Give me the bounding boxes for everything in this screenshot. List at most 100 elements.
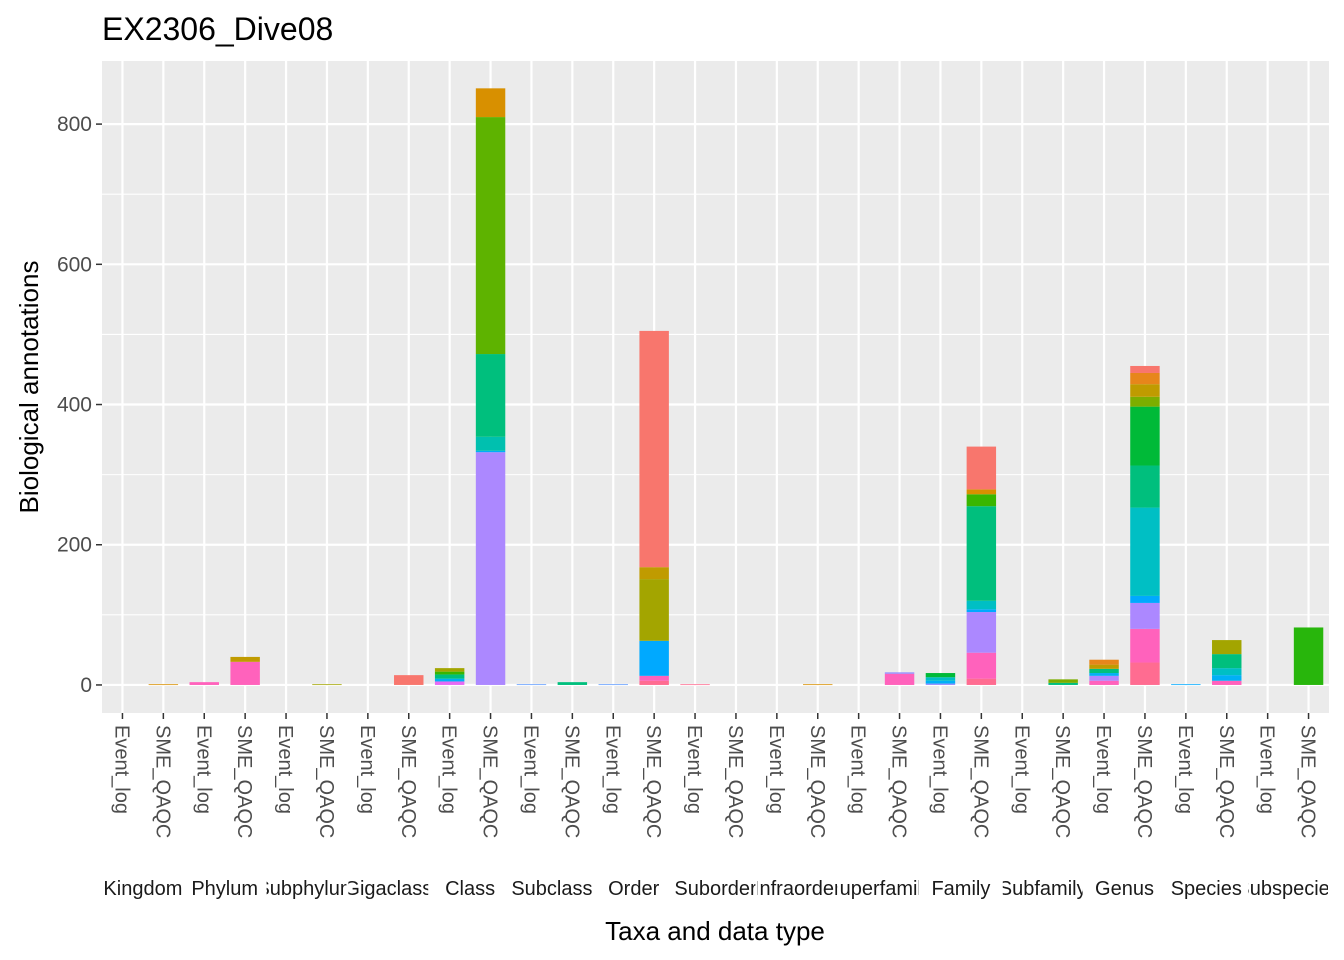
bar-segment [966,600,997,610]
x-tick-label: SME_QAQC [1215,725,1237,838]
bar-segment [884,672,915,674]
bar-segment [680,684,710,686]
bar-segment [1130,507,1160,596]
bar-segment [434,668,465,672]
bar-stack [230,656,260,685]
bar-segment [966,609,997,613]
bar-segment [475,117,506,355]
bar-stack [680,684,710,686]
x-tick-label: Event_log [928,725,950,814]
x-tick-label: SME_QAQC [888,725,910,838]
chart-title: EX2306_Dive08 [102,11,333,47]
bar-segment [925,677,956,681]
y-tick-label: 800 [57,113,92,136]
bar-segment [1130,602,1160,629]
bar-segment [1130,628,1160,663]
x-tick-label: SME_QAQC [397,725,419,838]
x-tick-label: Event_log [356,725,378,814]
bar-segment [1212,675,1242,681]
bar-stack [925,673,956,685]
x-tick-label: Event_log [1010,725,1032,814]
x-tick-label: Event_log [274,725,296,814]
x-tick-label: Event_log [601,725,623,814]
bar-segment [475,88,506,118]
bar-segment [516,684,547,686]
bar-segment [1089,673,1119,676]
taxa-group-label: Phylum [191,878,258,900]
bar-segment [475,450,506,453]
bar-segment [1048,679,1078,683]
taxa-group-label: Subphylum [256,878,356,900]
bar-segment [966,612,997,653]
bar-segment [803,684,833,686]
bar-segment [639,640,669,676]
bar-segment [639,675,669,681]
bar-segment [884,673,915,685]
taxa-group-label: Subclass [511,878,592,900]
bar-stack [1048,679,1078,685]
bar-segment [1130,372,1160,385]
x-tick-label: SME_QAQC [1297,725,1319,838]
bar-segment [230,656,260,662]
bar-segment [189,682,219,685]
bar-segment [1130,595,1160,603]
taxa-group-label: Order [608,878,659,900]
bar-stack [475,88,506,685]
bar-segment [925,680,956,684]
x-tick-label: SME_QAQC [1051,725,1073,838]
x-tick-label: SME_QAQC [724,725,746,838]
bar-segment [475,354,506,437]
bar-segment [925,683,956,685]
bar-stack [1212,640,1242,685]
y-axis-title: Biological annotations [14,261,44,514]
bar-segment [966,652,997,679]
bar-stack [148,684,179,686]
bar-segment [1089,664,1119,669]
x-axis: Event_log SME_QAQC Event_log SME_QAQC Event_… [110,713,1319,838]
bar-segment [639,330,669,568]
bar-segment [434,681,465,685]
x-tick-label: SME_QAQC [806,725,828,838]
x-tick-label: Event_log [765,725,787,814]
bar-segment [598,684,628,686]
bar-segment [1212,640,1242,655]
bar-stack [434,668,465,685]
bar-segment [230,661,260,685]
taxa-group-label: Superfamily [826,878,932,900]
taxa-group-label: Genus [1095,878,1154,900]
bar-segment [1130,365,1160,373]
bar-segment [1130,406,1160,466]
bar-stack [557,682,588,685]
bar-stack [1293,627,1324,685]
bar-segment [312,684,342,686]
bar-segment [1293,627,1324,685]
bar-stack [966,446,997,685]
bar-segment [1130,662,1160,685]
bar-segment [1089,680,1119,685]
y-tick-label: 600 [57,253,92,276]
x-tick-label: SME_QAQC [969,725,991,838]
bar-segment [434,678,465,682]
x-tick-label: SME_QAQC [560,725,582,838]
bar-segment [639,680,669,685]
bar-segment [1130,384,1160,397]
taxa-group-label: Kingdom [103,878,182,900]
bar-segment [1048,682,1078,685]
bar-segment [1212,654,1242,669]
taxa-group-label: Subspecies [1236,878,1339,900]
x-tick-label: Event_log [192,725,214,814]
bar-segment [639,567,669,580]
plot-panel [102,61,1329,713]
x-tick-label: Event_log [110,725,132,814]
taxa-group-label: Class [445,878,495,900]
bar-segment [434,671,465,675]
y-tick-label: 0 [80,674,92,697]
bar-segment [966,678,997,685]
bar-segment [475,452,506,685]
x-tick-label: Event_log [1256,725,1278,814]
bar-stack [1089,659,1119,685]
bar-segment [966,494,997,507]
x-axis-title: Taxa and data type [605,916,825,946]
